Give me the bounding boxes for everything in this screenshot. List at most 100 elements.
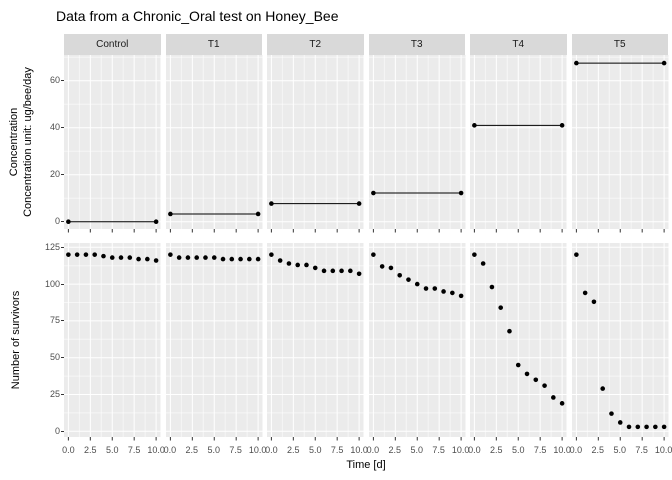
survivor-point: [591, 299, 596, 305]
survivor-point: [167, 252, 173, 257]
top-panel-t2: [267, 55, 364, 233]
survivor-point: [101, 253, 106, 259]
x-tick-label: 0.0: [163, 445, 177, 455]
y-tick-label: 0: [54, 216, 60, 227]
survivor-point: [507, 328, 512, 334]
plot-title: Data from a Chronic_Oral test on Honey_B…: [56, 8, 339, 24]
concentration-series: [472, 123, 565, 128]
x-tick-label: 5.0: [308, 445, 322, 455]
y-tick-mark: [61, 174, 64, 176]
x-tick-marks: [169, 437, 259, 441]
survivor-point: [440, 289, 446, 294]
x-tick-label: 7.5: [432, 445, 445, 455]
y-tick-label: 20: [49, 169, 60, 180]
survivor-point: [145, 256, 150, 262]
survivor-point: [228, 256, 234, 262]
y-tick-mark: [61, 127, 64, 129]
x-tick-label: 5.0: [511, 445, 525, 455]
x-tick-marks: [67, 229, 157, 233]
gridlines: [368, 243, 465, 437]
y-tick-mark: [61, 246, 64, 248]
survivor-point: [533, 377, 539, 383]
survivor-point: [153, 258, 159, 263]
survivor-point: [321, 268, 327, 274]
facet-strip-control: Control: [64, 34, 161, 55]
y-tick-label: 75: [49, 315, 60, 326]
survivor-point: [202, 255, 208, 260]
concentration-point: [269, 201, 274, 206]
x-tick-label: 7.5: [127, 445, 141, 455]
x-tick-label: 0.0: [468, 445, 481, 455]
gridlines: [64, 55, 161, 229]
survivor-point: [458, 293, 463, 299]
y-tick-label: 125: [44, 241, 60, 252]
bottom-panel-t3: [368, 243, 465, 441]
survivor-point: [193, 255, 199, 260]
survivor-point: [211, 255, 217, 260]
survivor-point: [379, 264, 384, 269]
survivor-point: [220, 256, 225, 262]
gridlines: [64, 243, 161, 437]
survivor-points: [370, 252, 463, 299]
x-tick-label: 7.5: [229, 445, 242, 455]
survivor-point: [304, 262, 309, 268]
top-panel-t5: [571, 55, 668, 233]
survivor-point: [246, 256, 252, 262]
survivor-points: [66, 252, 159, 263]
survivor-point: [118, 255, 124, 260]
x-tick-marks: [473, 437, 563, 441]
y-tick-mark: [61, 430, 64, 432]
bottom-panel-t1: [165, 243, 262, 441]
x-tick-label: 7.5: [330, 445, 344, 455]
x-tick-marks: [270, 229, 360, 233]
survivor-point: [582, 290, 587, 296]
survivor-point: [405, 277, 411, 282]
y-axis-title-concentration-line1: Concentration: [8, 107, 20, 177]
survivor-point: [388, 265, 393, 271]
bottom-panel-t5: [571, 243, 668, 441]
survivor-point: [414, 281, 420, 287]
y-tick-label: 100: [44, 278, 60, 289]
survivor-point: [608, 411, 614, 416]
survivor-point: [661, 424, 666, 430]
y-axis-title-survivors: Number of survivors: [10, 290, 22, 390]
survivor-point: [542, 383, 547, 388]
survivor-points: [167, 252, 260, 262]
y-tick-mark: [61, 320, 64, 322]
concentration-point: [370, 190, 376, 196]
x-tick-label: 10.0: [451, 445, 470, 455]
survivor-point: [255, 256, 260, 262]
x-tick-marks: [67, 437, 157, 441]
survivor-point: [286, 261, 292, 266]
survivor-point: [449, 290, 455, 296]
survivor-point: [109, 255, 115, 260]
survivor-point: [370, 252, 376, 257]
y-tick-mark: [61, 357, 64, 359]
bottom-panel-t2: [267, 243, 364, 441]
facet-strip-t2: T2: [267, 34, 364, 55]
x-tick-label: 0.0: [366, 445, 380, 455]
top-panel-control: [64, 55, 161, 233]
survivor-points: [573, 252, 666, 430]
x-tick-label: 5.0: [105, 445, 119, 455]
x-tick-label: 5.0: [410, 445, 423, 455]
x-tick-marks: [169, 229, 259, 233]
gridlines: [571, 55, 668, 229]
survivor-point: [74, 252, 80, 257]
survivor-points: [269, 252, 362, 277]
survivor-points: [472, 252, 565, 406]
gridlines: [368, 55, 465, 229]
y-tick-label: 60: [49, 75, 60, 86]
concentration-point: [66, 219, 71, 224]
top-panel-t1: [165, 55, 262, 233]
gridlines: [267, 55, 364, 229]
concentration-point: [573, 60, 579, 66]
survivor-point: [423, 286, 428, 291]
y-tick-label: 40: [49, 122, 60, 133]
concentration-point: [661, 60, 666, 66]
survivor-point: [312, 265, 318, 271]
survivor-point: [515, 362, 521, 368]
concentration-series: [167, 211, 260, 217]
y-axis-title-concentration: Concentration Concentration unit: ug/bee…: [7, 22, 35, 262]
